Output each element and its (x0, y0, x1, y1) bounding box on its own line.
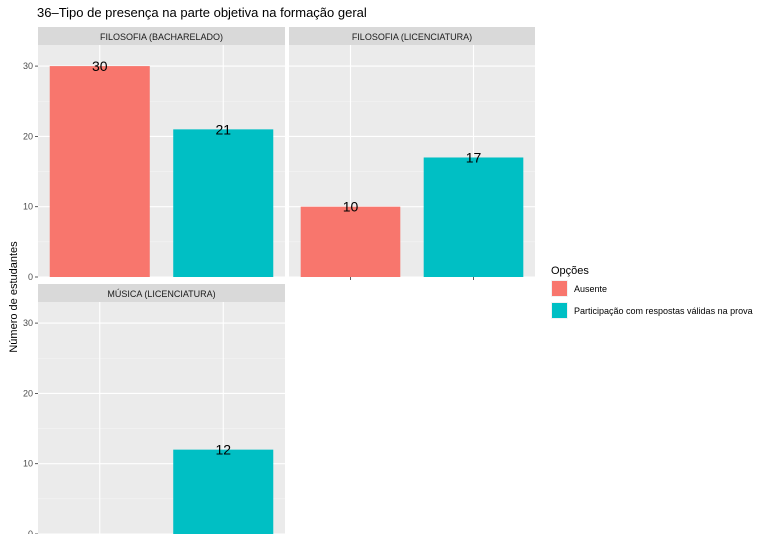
facet-strip-label: MÚSICA (LICENCIATURA) (107, 289, 215, 299)
bar (173, 129, 273, 277)
bar (50, 66, 150, 277)
bar-data-label: 17 (466, 149, 482, 165)
legend-title: Opções (551, 265, 589, 277)
bar (301, 207, 401, 277)
facet-panel: MÚSICA (LICENCIATURA) 12 0 10 20 30 (23, 284, 285, 534)
legend-label: Ausente (574, 284, 607, 294)
bar-data-label: 21 (215, 121, 231, 137)
facet-panel: FILOSOFIA (BACHARELADO) 30 21 0 10 20 30 (23, 27, 285, 282)
y-tick-label: 10 (23, 202, 33, 212)
bar-data-label: 10 (343, 199, 359, 215)
bar-data-label: 12 (215, 442, 231, 458)
y-tick-label: 10 (23, 459, 33, 469)
facet-panel: FILOSOFIA (LICENCIATURA) 10 17 (289, 27, 535, 280)
legend: Opções Ausente Participação com respostas… (551, 265, 753, 319)
facet-strip-label: FILOSOFIA (LICENCIATURA) (352, 32, 472, 42)
y-axis-label: Número de estudantes (8, 241, 20, 353)
y-tick-label: 30 (23, 61, 33, 71)
y-tick-label: 20 (23, 388, 33, 398)
y-tick-label: 0 (28, 529, 33, 534)
chart-title: 36–Tipo de presença na parte objetiva na… (37, 5, 367, 20)
facet-strip-label: FILOSOFIA (BACHARELADO) (100, 32, 223, 42)
y-tick-label: 0 (28, 272, 33, 282)
legend-swatch (552, 303, 567, 318)
y-tick-label: 20 (23, 131, 33, 141)
legend-swatch (552, 281, 567, 296)
legend-label: Participação com respostas válidas na pr… (574, 306, 753, 316)
y-tick-label: 30 (23, 318, 33, 328)
facet-panels: FILOSOFIA (BACHARELADO)30210102030FILOSO… (23, 27, 535, 534)
bar (173, 450, 273, 534)
bar-data-label: 30 (92, 58, 108, 74)
bar (424, 157, 524, 277)
